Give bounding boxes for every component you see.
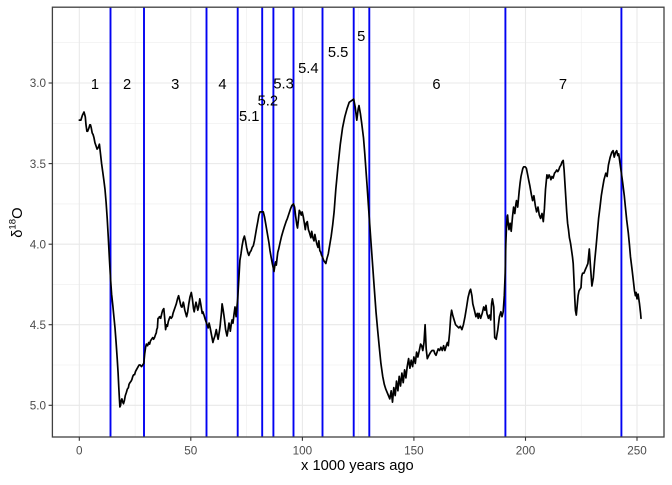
svg-text:0: 0 [76, 445, 83, 458]
svg-text:1: 1 [91, 77, 99, 93]
svg-text:5.3: 5.3 [273, 77, 293, 93]
svg-text:5.0: 5.0 [30, 400, 47, 413]
svg-text:2: 2 [123, 77, 131, 93]
svg-text:δ18O: δ18O [7, 207, 26, 237]
svg-text:3.5: 3.5 [30, 158, 47, 171]
svg-text:7: 7 [559, 77, 567, 93]
svg-text:100: 100 [293, 445, 313, 458]
svg-text:4.5: 4.5 [30, 319, 47, 332]
svg-text:5.2: 5.2 [258, 94, 278, 110]
svg-text:6: 6 [432, 77, 440, 93]
svg-text:200: 200 [516, 445, 536, 458]
svg-text:3: 3 [171, 77, 179, 93]
svg-text:4.0: 4.0 [30, 238, 47, 251]
svg-text:50: 50 [184, 445, 198, 458]
svg-text:250: 250 [627, 445, 647, 458]
svg-text:4: 4 [218, 77, 226, 93]
svg-text:150: 150 [404, 445, 424, 458]
svg-text:x 1000 years ago: x 1000 years ago [301, 458, 414, 474]
svg-text:3.0: 3.0 [30, 77, 47, 90]
svg-text:5: 5 [357, 29, 365, 45]
svg-text:5.1: 5.1 [239, 109, 259, 125]
svg-text:5.4: 5.4 [298, 61, 318, 77]
svg-text:5.5: 5.5 [328, 45, 348, 61]
